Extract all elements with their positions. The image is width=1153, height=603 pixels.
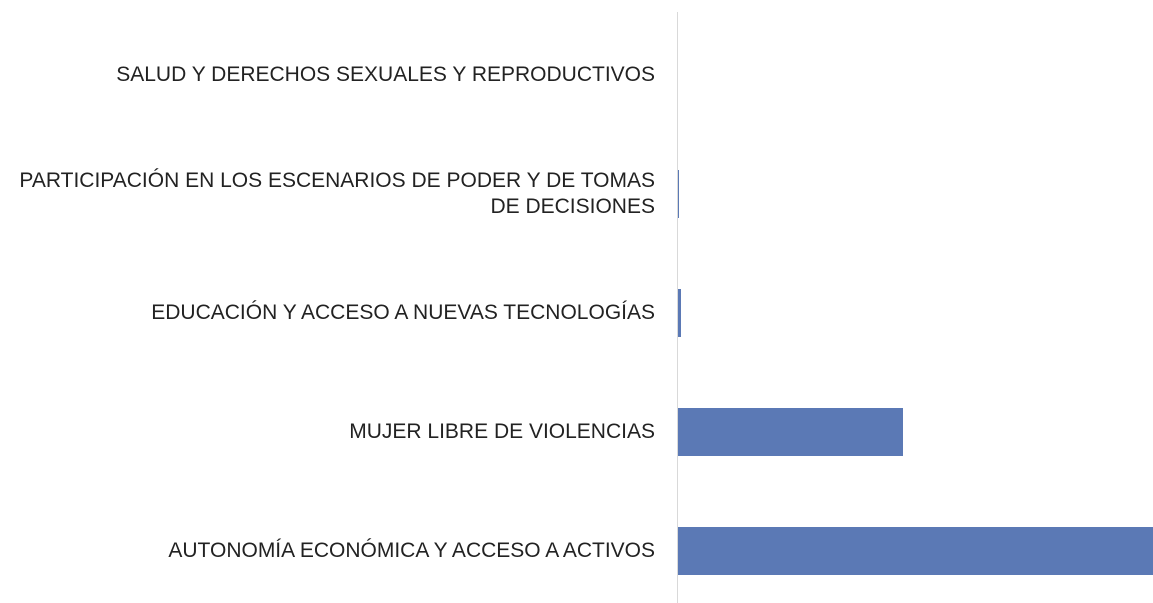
bar (678, 527, 1153, 575)
y-tick-label: MUJER LIBRE DE VIOLENCIAS (349, 420, 655, 443)
y-tick-label: EDUCACIÓN Y ACCESO A NUEVAS TECNOLOGÍAS (151, 301, 655, 324)
y-tick-label: AUTONOMÍA ECONÓMICA Y ACCESO A ACTIVOS (168, 539, 655, 562)
category-axis (677, 12, 678, 603)
y-tick-label: PARTICIPACIÓN EN LOS ESCENARIOS DE PODER… (19, 169, 655, 218)
bar (678, 408, 904, 456)
y-tick-label: SALUD Y DERECHOS SEXUALES Y REPRODUCTIVO… (116, 63, 655, 86)
bar (678, 170, 679, 218)
bar (678, 289, 681, 337)
